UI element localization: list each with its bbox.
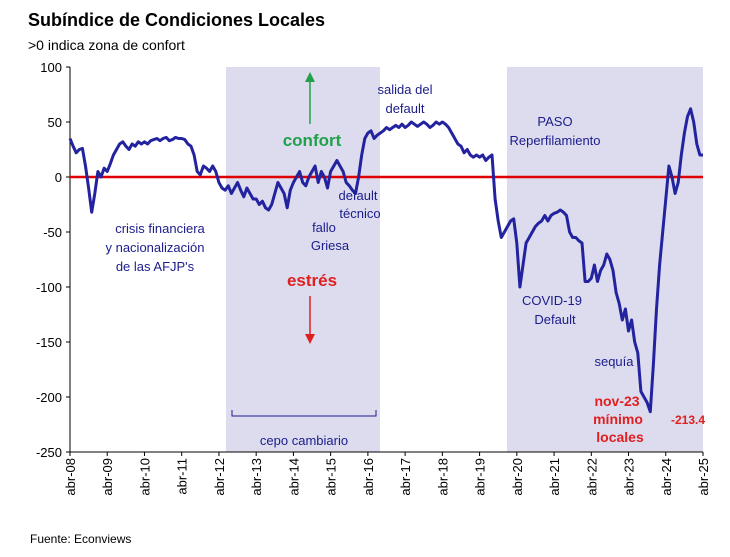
x-tick-label: abr-15 (324, 458, 339, 496)
arrow-head (305, 72, 315, 82)
x-tick-label: abr-12 (212, 458, 227, 496)
y-tick-label: 0 (55, 170, 62, 185)
x-tick-label: abr-20 (510, 458, 525, 496)
annotation: fallo (312, 220, 336, 235)
y-tick-label: -100 (36, 280, 62, 295)
annotation: de las AFJP's (116, 259, 195, 274)
x-tick-label: abr-09 (100, 458, 115, 496)
annotation: -213.4 (671, 413, 705, 427)
annotation: sequía (594, 354, 634, 369)
y-tick-label: 100 (40, 60, 62, 75)
annotation: estrés (287, 271, 337, 290)
annotation: Reperfilamiento (509, 133, 600, 148)
x-tick-label: abr-13 (249, 458, 264, 496)
x-tick-label: abr-10 (137, 458, 152, 496)
x-tick-label: abr-24 (659, 458, 674, 496)
annotation: crisis financiera (115, 221, 205, 236)
y-tick-label: -150 (36, 335, 62, 350)
y-tick-label: -250 (36, 445, 62, 460)
x-tick-label: abr-25 (696, 458, 711, 496)
x-tick-label: abr-08 (63, 458, 78, 496)
annotation: COVID-19 (522, 293, 582, 308)
subtitle: >0 indica zona de confort (28, 37, 185, 53)
annotation: y nacionalización (105, 240, 204, 255)
annotation: default (338, 188, 377, 203)
x-tick-label: abr-18 (435, 458, 450, 496)
annotation: nov-23 (594, 393, 639, 409)
annotation: PASO (537, 114, 572, 129)
annotation: mínimo (593, 411, 643, 427)
annotation: locales (596, 429, 644, 445)
x-tick-label: abr-22 (584, 458, 599, 496)
source: Fuente: Econviews (30, 532, 131, 546)
annotation: salida del (378, 82, 433, 97)
data-line (68, 107, 703, 414)
annotation: default (385, 101, 424, 116)
x-tick-label: abr-17 (398, 458, 413, 496)
y-tick-label: -200 (36, 390, 62, 405)
annotation: Griesa (311, 238, 350, 253)
annotation: Default (534, 312, 576, 327)
x-tick-label: abr-23 (622, 458, 637, 496)
annotation: confort (283, 131, 342, 150)
x-tick-label: abr-19 (473, 458, 488, 496)
y-tick-label: -50 (43, 225, 62, 240)
x-tick-label: abr-16 (361, 458, 376, 496)
x-tick-label: abr-21 (547, 458, 562, 496)
x-tick-label: abr-14 (286, 458, 301, 496)
bracket (231, 410, 377, 417)
y-tick-label: 50 (48, 115, 62, 130)
arrow-head (305, 334, 315, 344)
annotation: cepo cambiario (260, 433, 348, 448)
annotation: técnico (339, 206, 380, 221)
chart-title: Subíndice de Condiciones Locales (28, 10, 325, 30)
x-tick-label: abr-11 (175, 458, 190, 495)
shaded-period (226, 67, 380, 452)
